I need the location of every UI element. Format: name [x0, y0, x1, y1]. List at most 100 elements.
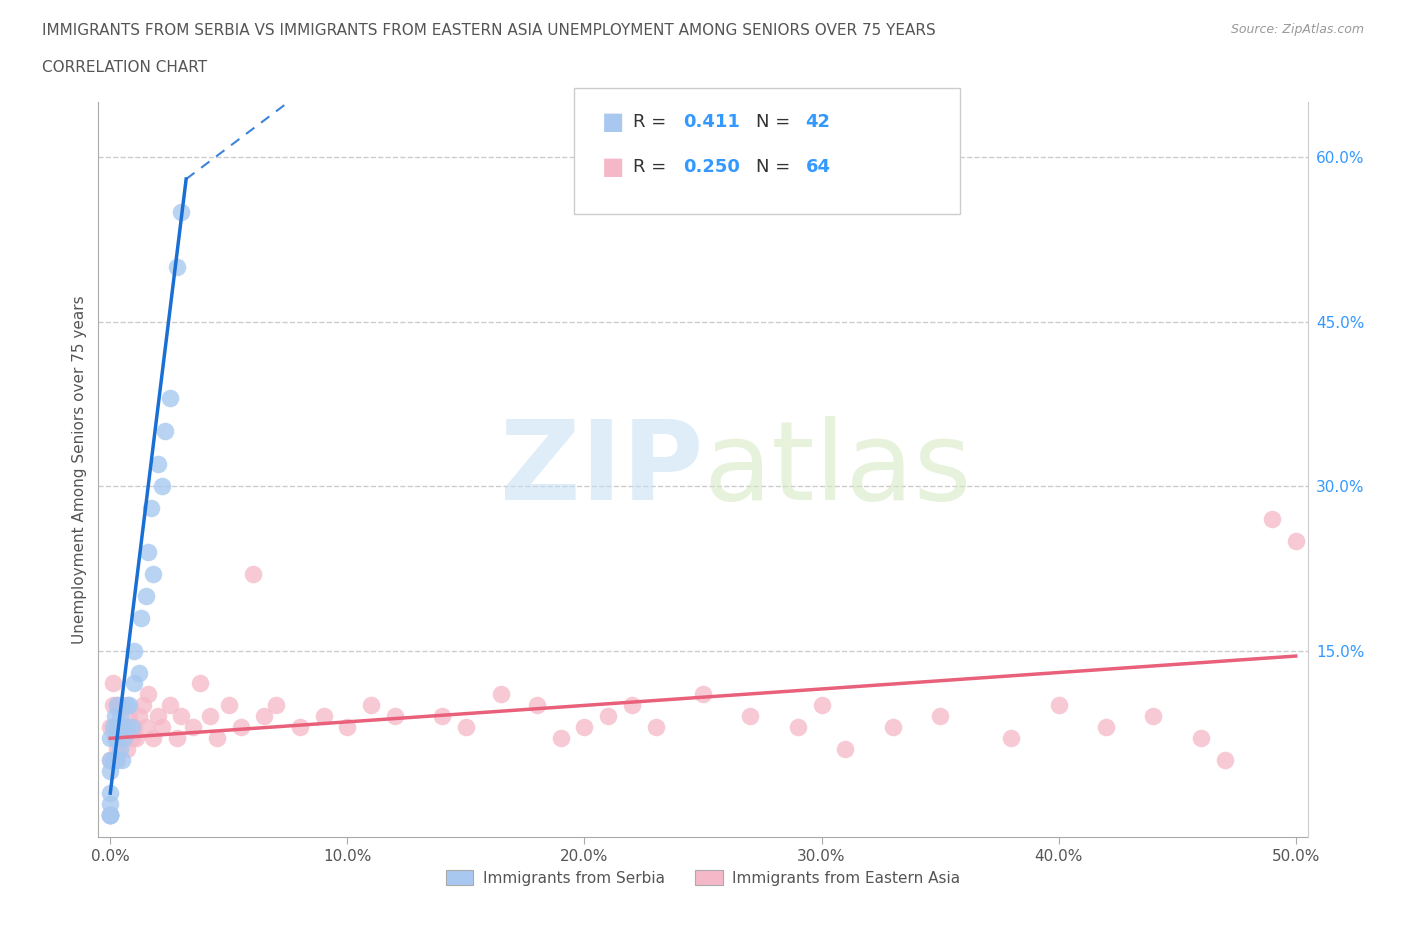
Point — [128, 709, 150, 724]
Point — [491, 687, 513, 702]
Point — [1213, 752, 1236, 767]
Point — [526, 698, 548, 713]
Y-axis label: Unemployment Among Seniors over 75 years: Unemployment Among Seniors over 75 years — [72, 296, 87, 644]
Text: CORRELATION CHART: CORRELATION CHART — [42, 60, 207, 75]
Point — [104, 720, 127, 735]
Point — [740, 709, 762, 724]
Point — [122, 676, 145, 691]
Point — [132, 698, 155, 713]
Point — [644, 720, 666, 735]
Text: ■: ■ — [602, 110, 624, 134]
Point — [98, 807, 121, 822]
Point — [101, 676, 124, 691]
Point — [135, 589, 157, 604]
Point — [454, 720, 477, 735]
Point — [152, 479, 174, 494]
Text: ZIP: ZIP — [499, 416, 703, 524]
Point — [166, 259, 188, 274]
Point — [128, 665, 150, 680]
Point — [111, 698, 134, 713]
Point — [105, 698, 128, 713]
Point — [98, 807, 121, 822]
Point — [136, 544, 159, 559]
Point — [139, 500, 162, 515]
Point — [125, 731, 148, 746]
Point — [146, 709, 169, 724]
Text: 64: 64 — [806, 158, 831, 177]
Point — [98, 731, 121, 746]
Text: 0.250: 0.250 — [683, 158, 740, 177]
Point — [105, 742, 128, 757]
Point — [166, 731, 188, 746]
Point — [108, 742, 131, 757]
Point — [98, 720, 121, 735]
Point — [121, 720, 143, 735]
Point — [115, 742, 138, 757]
Point — [118, 698, 141, 713]
Point — [253, 709, 276, 724]
Point — [114, 731, 136, 746]
Text: R =: R = — [633, 158, 672, 177]
Point — [142, 566, 165, 581]
Point — [1000, 731, 1022, 746]
Text: IMMIGRANTS FROM SERBIA VS IMMIGRANTS FROM EASTERN ASIA UNEMPLOYMENT AMONG SENIOR: IMMIGRANTS FROM SERBIA VS IMMIGRANTS FRO… — [42, 23, 936, 38]
Point — [1095, 720, 1118, 735]
Point — [98, 797, 121, 812]
Point — [336, 720, 359, 735]
Point — [129, 610, 152, 625]
Point — [218, 698, 240, 713]
Point — [114, 720, 136, 735]
Point — [105, 698, 128, 713]
Point — [620, 698, 643, 713]
Point — [242, 566, 264, 581]
Point — [104, 731, 127, 746]
Point — [360, 698, 382, 713]
Point — [1047, 698, 1070, 713]
Point — [1261, 512, 1284, 526]
Point — [105, 720, 128, 735]
Point — [121, 731, 143, 746]
Point — [692, 687, 714, 702]
Point — [159, 698, 181, 713]
Point — [312, 709, 335, 724]
Point — [142, 731, 165, 746]
Point — [111, 752, 134, 767]
Point — [384, 709, 406, 724]
Point — [190, 676, 212, 691]
Point — [152, 720, 174, 735]
Point — [135, 720, 157, 735]
Point — [598, 709, 620, 724]
Point — [882, 720, 904, 735]
Point — [1189, 731, 1212, 746]
Point — [118, 709, 141, 724]
Point — [111, 731, 134, 746]
Text: Source: ZipAtlas.com: Source: ZipAtlas.com — [1230, 23, 1364, 36]
Text: R =: R = — [633, 113, 672, 131]
Point — [205, 731, 228, 746]
Point — [98, 752, 121, 767]
Point — [98, 764, 121, 778]
Point — [101, 720, 124, 735]
Point — [574, 720, 596, 735]
Point — [810, 698, 832, 713]
Point — [115, 698, 138, 713]
Point — [104, 752, 127, 767]
Point — [153, 424, 176, 439]
Point — [1285, 534, 1308, 549]
Text: 42: 42 — [806, 113, 831, 131]
Text: atlas: atlas — [703, 416, 972, 524]
Point — [136, 687, 159, 702]
Point — [104, 709, 127, 724]
Point — [108, 720, 131, 735]
Point — [105, 752, 128, 767]
Point — [929, 709, 952, 724]
Point — [146, 457, 169, 472]
Point — [98, 807, 121, 822]
Point — [115, 720, 138, 735]
Text: 0.411: 0.411 — [683, 113, 740, 131]
Point — [98, 786, 121, 801]
Point — [181, 720, 204, 735]
Point — [288, 720, 311, 735]
Point — [98, 807, 121, 822]
Legend: Immigrants from Serbia, Immigrants from Eastern Asia: Immigrants from Serbia, Immigrants from … — [440, 864, 966, 892]
